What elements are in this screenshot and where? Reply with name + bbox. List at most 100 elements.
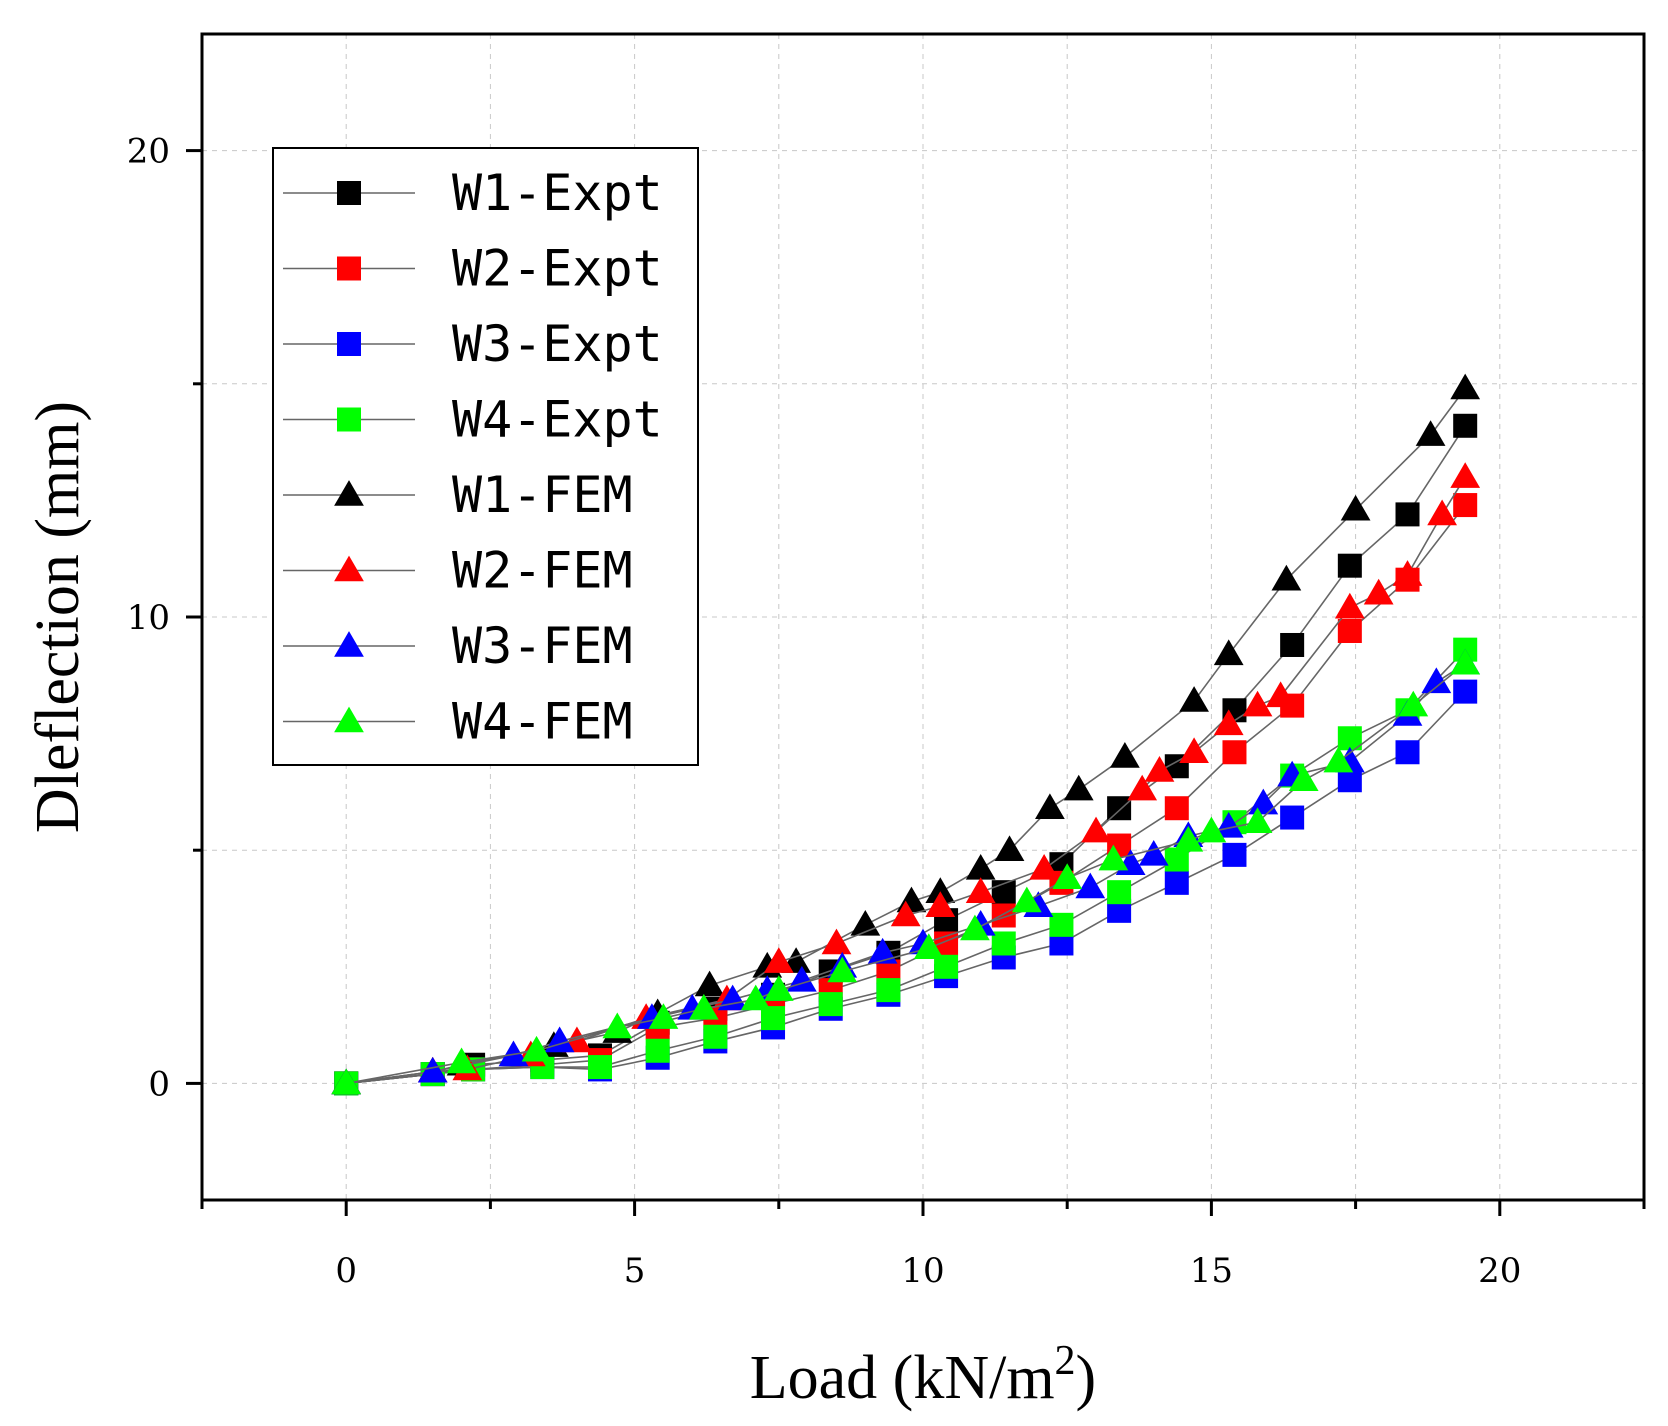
data-point [1222,842,1247,867]
legend-marker [337,256,361,281]
data-point [925,891,956,917]
data-point [587,1055,612,1080]
data-point [1248,788,1279,815]
legend-item: W3-Expt [283,315,663,373]
legend-item: W2-FEM [283,542,633,600]
data-point [818,992,843,1017]
legend-marker [337,407,361,432]
data-point [1196,816,1227,843]
data-point [1127,774,1158,801]
data-point [1242,807,1273,834]
data-point [890,900,921,927]
legend-marker [334,555,364,582]
x-tick-label: 10 [901,1251,944,1291]
legend-label: W2-FEM [452,542,633,600]
data-point [763,975,794,1001]
data-point [602,1012,633,1039]
data-point [1450,648,1481,675]
data-point [1075,872,1106,899]
x-tick-label: 20 [1478,1251,1521,1291]
data-point [1398,690,1429,717]
data-point [1288,765,1319,792]
data-point [1164,870,1189,895]
data-point [925,877,956,903]
y-tick-label: 20 [127,132,170,172]
legend-item: W1-Expt [283,164,663,222]
data-point [1222,740,1247,765]
data-point [1011,886,1042,913]
legend: W1-Expt W2-Expt W3-Expt W4-Expt W1-FEM W2-FEM… [272,147,699,766]
data-point [1213,639,1244,666]
data-point [417,1056,448,1083]
legend-item: W4-Expt [283,391,663,449]
data-point [1164,796,1189,821]
data-point [498,1040,529,1067]
data-point [1421,667,1452,694]
data-point [876,978,901,1003]
legend-label: W1-Expt [452,164,663,222]
legend-marker [334,631,364,657]
legend-marker [334,706,364,733]
data-point [965,877,996,903]
data-point [1453,679,1478,704]
data-point [1144,756,1175,782]
legend-marker [334,480,364,506]
data-point [1035,793,1065,820]
data-point [1337,553,1362,578]
data-point [1110,742,1140,768]
data-point [1271,564,1302,591]
data-point [1340,494,1371,521]
data-point [740,984,771,1011]
data-point [1323,746,1354,773]
data-point [1173,825,1204,852]
data-point [867,937,898,964]
data-point [1280,805,1305,830]
legend-label: W1-FEM [452,466,633,524]
data-point [1213,709,1244,736]
data-point [1107,796,1132,821]
legend-marker [337,332,361,356]
data-point [1453,493,1478,518]
legend-item: W1-FEM [283,466,633,524]
data-point [688,993,719,1020]
data-point [1392,560,1423,586]
legend-label: W2-Expt [452,240,663,298]
data-point [717,984,748,1011]
data-point [763,947,794,973]
data-point [821,928,852,955]
data-point [1107,880,1132,905]
data-point [1334,592,1365,619]
data-point [991,903,1016,928]
legend-item: W2-Expt [283,240,663,298]
legend-label: W4-Expt [452,391,663,449]
data-point [1415,420,1446,446]
legend-label: W3-Expt [452,315,663,373]
y-axis-title: Dleflection (mm) [24,401,92,833]
x-axis-title-main: Load (kN/m [750,1344,1055,1412]
data-point [645,1038,670,1063]
data-point [331,1068,362,1095]
data-point [994,835,1025,861]
data-point [1242,690,1273,717]
legend-item: W4-FEM [283,693,633,751]
data-point [1052,863,1083,889]
data-point [1453,413,1478,438]
axes: 0 5 10 15 20 0 10 20 [127,132,1646,1291]
legend-item: W3-FEM [283,617,633,675]
data-point [1029,853,1060,880]
data-point [960,914,990,941]
data-point [1363,578,1394,605]
data-point [1138,839,1169,866]
data-point [1427,499,1457,526]
data-point [913,933,944,959]
data-point [827,956,858,983]
data-point [1395,502,1420,527]
legend-marker [337,181,361,205]
x-tick-label: 15 [1190,1251,1233,1291]
y-tick-label: 10 [127,598,170,638]
data-point [694,970,725,997]
data-point [446,1047,477,1074]
data-point [1179,737,1209,764]
y-tick-label: 0 [148,1064,170,1104]
